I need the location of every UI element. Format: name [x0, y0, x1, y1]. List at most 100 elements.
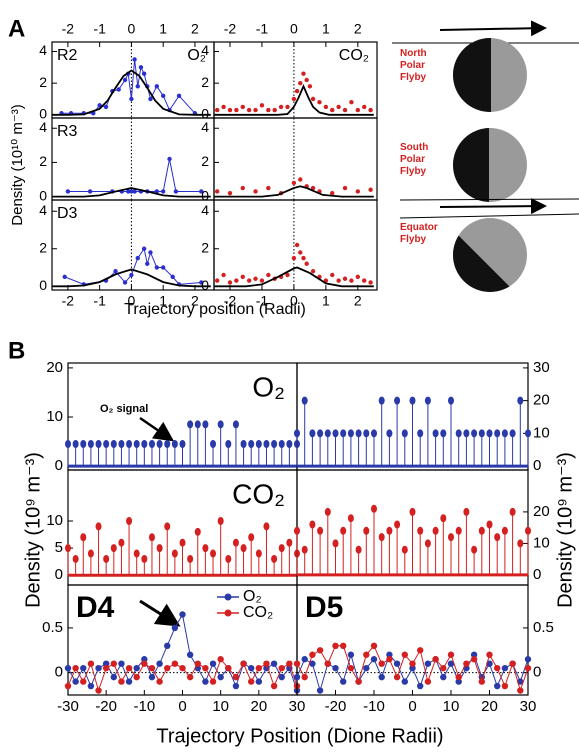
- marker: [122, 77, 128, 83]
- marker: [278, 439, 285, 448]
- marker: [478, 526, 485, 535]
- marker: [129, 189, 134, 194]
- marker: [440, 429, 447, 438]
- marker: [440, 514, 447, 523]
- marker: [65, 544, 71, 553]
- marker: [133, 673, 140, 681]
- marker: [342, 276, 348, 281]
- y-tick-label: 2: [201, 153, 209, 169]
- marker: [278, 544, 285, 553]
- marker: [524, 664, 532, 672]
- x-tick-label: 2: [354, 293, 362, 309]
- marker: [240, 439, 247, 448]
- marker: [176, 93, 182, 99]
- marker: [370, 642, 378, 650]
- marker: [129, 272, 134, 278]
- marker: [494, 533, 501, 542]
- marker: [80, 533, 87, 542]
- marker: [440, 673, 447, 681]
- marker: [471, 545, 478, 554]
- marker: [317, 429, 324, 438]
- marker: [227, 107, 233, 113]
- marker: [393, 660, 401, 667]
- marker: [156, 660, 163, 667]
- marker: [336, 278, 341, 283]
- marker: [64, 664, 72, 672]
- marker: [164, 439, 171, 448]
- legend-marker: [224, 593, 232, 601]
- marker: [225, 554, 232, 563]
- species-label: O₂: [187, 47, 206, 64]
- y-axis-label: Density (10¹⁰ m⁻³): [9, 104, 26, 225]
- marker: [271, 554, 278, 563]
- marker: [202, 420, 209, 429]
- marker: [133, 549, 140, 558]
- marker: [368, 280, 373, 285]
- marker: [194, 527, 201, 536]
- marker: [64, 682, 72, 690]
- series-line: [214, 185, 374, 198]
- marker: [409, 507, 416, 516]
- marker: [80, 678, 87, 685]
- marker: [298, 80, 303, 86]
- marker: [118, 660, 125, 667]
- marker: [170, 274, 175, 280]
- marker: [494, 682, 501, 690]
- x-axis-label: Trajectory position (Radii): [124, 301, 306, 318]
- marker: [298, 250, 303, 255]
- marker: [255, 439, 262, 448]
- marker: [234, 107, 239, 113]
- marker: [148, 533, 155, 542]
- marker: [378, 396, 385, 405]
- y-tick-label: 2: [39, 153, 47, 169]
- marker: [202, 544, 209, 553]
- x-tick-label: -30: [57, 698, 79, 715]
- marker: [386, 526, 393, 535]
- marker: [417, 526, 424, 535]
- marker: [95, 664, 102, 672]
- panel-title: D3: [57, 205, 78, 222]
- marker: [310, 185, 316, 191]
- y-tick-label: 0: [533, 457, 541, 474]
- marker: [455, 526, 462, 535]
- marker: [156, 439, 163, 448]
- marker: [368, 187, 373, 192]
- y-tick-label: 0: [39, 106, 47, 122]
- marker: [309, 520, 316, 529]
- annotation-arrow: [139, 416, 175, 442]
- marker: [455, 678, 462, 685]
- marker: [240, 544, 247, 553]
- x-tick-label: 0: [290, 293, 298, 309]
- marker: [470, 656, 478, 663]
- marker: [148, 439, 155, 448]
- marker: [110, 673, 118, 681]
- annotation: O₂ signal: [100, 403, 148, 415]
- series-line: [61, 59, 196, 114]
- marker: [363, 664, 370, 672]
- marker: [517, 687, 524, 694]
- x-tick-label: 1: [159, 21, 167, 37]
- marker: [394, 396, 401, 405]
- marker: [141, 656, 148, 663]
- marker: [301, 71, 306, 76]
- x-tick-label: 1: [322, 21, 330, 37]
- marker: [255, 678, 263, 685]
- marker: [240, 185, 245, 191]
- marker: [125, 664, 133, 672]
- marker: [524, 656, 532, 663]
- marker: [240, 274, 245, 280]
- marker: [199, 189, 204, 194]
- marker: [164, 664, 171, 672]
- x-axis-label: Trajectory Position (Dione Radii): [156, 725, 443, 747]
- marker: [246, 107, 252, 113]
- marker: [332, 429, 339, 438]
- y-tick-label: 0.5: [533, 619, 554, 636]
- marker: [342, 185, 348, 191]
- marker: [432, 429, 439, 438]
- marker: [194, 660, 201, 667]
- marker: [378, 533, 385, 542]
- x-tick-label: 30: [520, 698, 537, 715]
- x-tick-label: 1: [322, 293, 330, 309]
- marker: [138, 65, 144, 70]
- marker: [501, 526, 508, 535]
